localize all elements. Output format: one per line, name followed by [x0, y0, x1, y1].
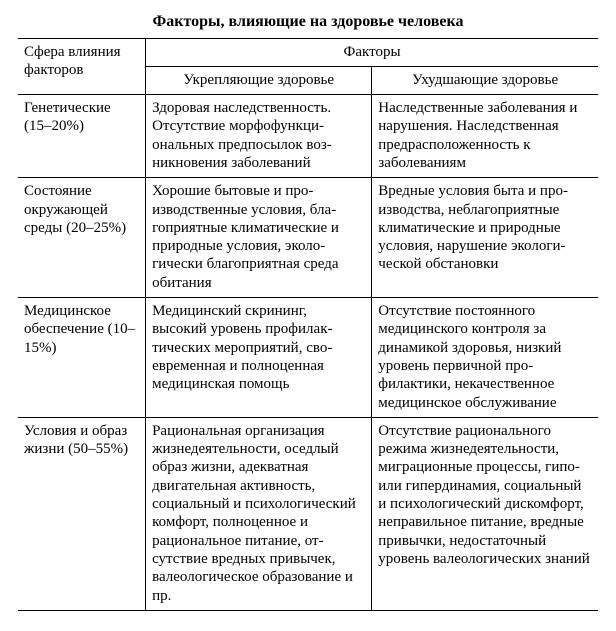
table-row: Состояние окружаю­щей среды (20–25%) Хор…: [18, 178, 598, 298]
col-header-sphere: Сфера влия­ния факторов: [18, 38, 146, 95]
table-row: Медицинское обеспечение (10–15%) Медицин…: [18, 298, 598, 418]
col-header-worsen: Ухудшающие здоровье: [372, 66, 598, 94]
cell-strengthen: Хорошие бытовые и про­изводственные усло…: [146, 178, 372, 298]
cell-strengthen: Медицинский скрининг, высокий уровень пр…: [146, 298, 372, 418]
cell-strengthen: Рациональная организация жизнедеятельнос…: [146, 417, 372, 610]
cell-sphere: Медицинское обеспечение (10–15%): [18, 298, 146, 418]
cell-strengthen: Здоровая наследственность. Отсутствие мо…: [146, 95, 372, 178]
table-row: Условия и об­раз жизни (50–55%) Рационал…: [18, 417, 598, 610]
cell-worsen: Отсутствие постоянного медицинского конт…: [372, 298, 598, 418]
factors-table: Сфера влия­ния факторов Факторы Укрепляю…: [18, 38, 598, 611]
table-row: Генетические (15–20%) Здоровая наследств…: [18, 95, 598, 178]
cell-worsen: Наследственные заболевания и нарушения. …: [372, 95, 598, 178]
col-header-factors: Факторы: [146, 38, 598, 66]
cell-sphere: Состояние окружаю­щей среды (20–25%): [18, 178, 146, 298]
cell-worsen: Отсутствие рационального режима жизнедея…: [372, 417, 598, 610]
cell-sphere: Условия и об­раз жизни (50–55%): [18, 417, 146, 610]
cell-worsen: Вредные условия быта и про­изводства, не…: [372, 178, 598, 298]
table-title: Факторы, влияющие на здоровье человека: [18, 12, 598, 32]
cell-sphere: Генетические (15–20%): [18, 95, 146, 178]
col-header-strengthen: Укрепляющие здоровье: [146, 66, 372, 94]
